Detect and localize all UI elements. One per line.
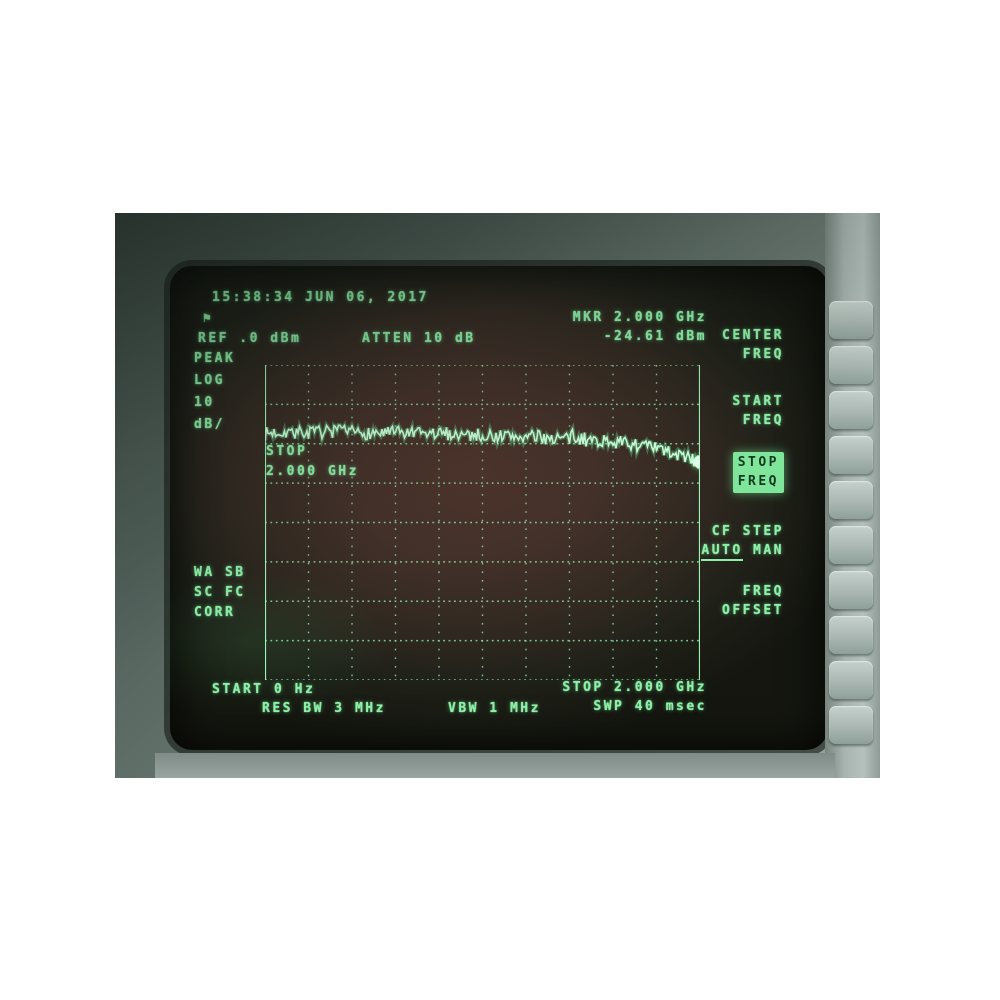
- sweep-time: SWP 40 msec: [593, 699, 707, 714]
- softkey-button-3[interactable]: [829, 391, 873, 429]
- softkey-button-column: [825, 213, 880, 778]
- cf-step-title: CF STEP: [711, 524, 784, 539]
- scale-value: 10: [194, 395, 215, 410]
- annunciator-flag-icon: ⚑: [203, 311, 211, 326]
- softkey-label-cf-step[interactable]: CF STEP AUTO MAN: [624, 522, 784, 561]
- active-function-readout: STOP 2.000 GHz: [266, 444, 359, 479]
- softkey-label-center-freq[interactable]: CENTER FREQ: [722, 328, 784, 362]
- scale-unit: dB/: [194, 417, 225, 432]
- resolution-bandwidth: RES BW 3 MHz: [262, 701, 386, 716]
- bezel-bottom: [155, 753, 835, 778]
- softkey-button-4[interactable]: [829, 436, 873, 474]
- softkey-button-6[interactable]: [829, 526, 873, 564]
- status-annunciators: WA SB SC FC CORR: [194, 565, 246, 620]
- cf-step-auto-state: AUTO: [701, 543, 743, 561]
- softkey-button-7[interactable]: [829, 571, 873, 609]
- instrument-front-panel: 15:38:34 JUN 06, 2017 ⚑ REF .0 dBm ATTEN…: [115, 213, 880, 778]
- softkey-label-stop-freq-active[interactable]: STOP FREQ: [732, 452, 784, 493]
- amplitude-annotation-block: PEAK LOG 10 dB/: [194, 348, 235, 436]
- video-bandwidth: VBW 1 MHz: [448, 701, 541, 716]
- softkey-label-freq-offset[interactable]: FREQ OFFSET: [722, 584, 784, 618]
- softkey-button-9[interactable]: [829, 661, 873, 699]
- softkey-button-5[interactable]: [829, 481, 873, 519]
- cf-step-man-state: MAN: [753, 543, 784, 558]
- start-frequency: START 0 Hz: [212, 682, 316, 697]
- reference-level: REF .0 dBm: [198, 331, 302, 346]
- softkey-button-10[interactable]: [829, 706, 873, 744]
- crt-screen: 15:38:34 JUN 06, 2017 ⚑ REF .0 dBm ATTEN…: [170, 266, 828, 750]
- softkey-button-2[interactable]: [829, 346, 873, 384]
- attenuation: ATTEN 10 dB: [362, 331, 476, 346]
- timestamp: 15:38:34 JUN 06, 2017: [212, 290, 429, 305]
- softkey-label-start-freq[interactable]: START FREQ: [732, 394, 784, 428]
- scale-type: LOG: [194, 373, 225, 388]
- softkey-button-1[interactable]: [829, 301, 873, 339]
- stop-frequency: STOP 2.000 GHz: [562, 680, 707, 695]
- softkey-button-8[interactable]: [829, 616, 873, 654]
- detector-mode: PEAK: [194, 351, 236, 366]
